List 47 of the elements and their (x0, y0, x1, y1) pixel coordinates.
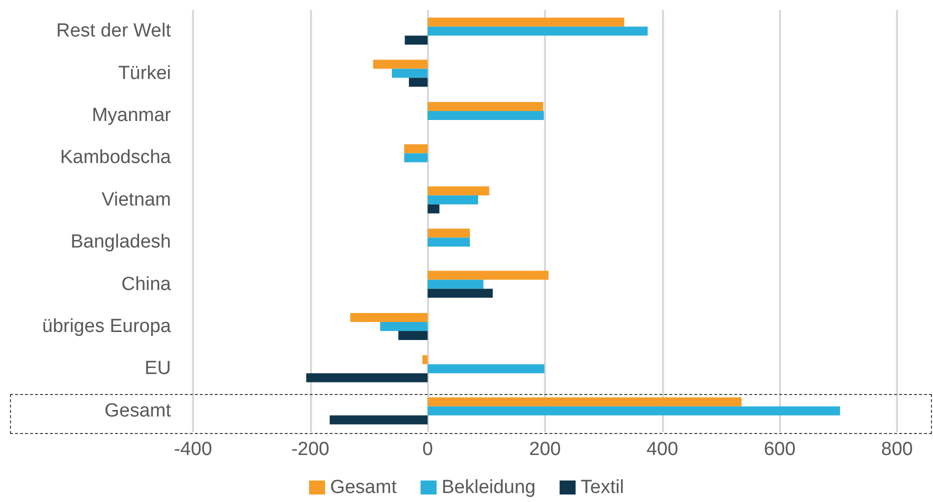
bar (428, 228, 470, 238)
y-tick-label: Rest der Welt (56, 20, 172, 42)
bar (392, 68, 428, 78)
bar (428, 270, 549, 280)
y-tick-label: EU (144, 358, 171, 380)
bar (380, 322, 428, 331)
bar (428, 238, 470, 247)
y-tick-label: Gesamt (104, 400, 172, 422)
bar (404, 36, 428, 45)
bar (428, 26, 648, 36)
bar (428, 406, 840, 416)
bar (428, 364, 544, 374)
x-tick-label: 200 (529, 439, 561, 460)
bar (428, 186, 490, 196)
y-tick-label: Bangladesh (70, 232, 171, 253)
bar (398, 331, 428, 340)
y-tick-label: China (121, 274, 172, 295)
y-tick-label: Türkei (118, 62, 171, 84)
y-tick-label: Vietnam (102, 189, 171, 210)
bar (330, 415, 428, 424)
bar (428, 102, 544, 111)
bar (428, 288, 493, 298)
bar (428, 397, 742, 406)
bar (306, 373, 428, 382)
x-tick-label: -400 (174, 439, 212, 460)
x-tick-label: 800 (881, 439, 913, 460)
x-tick-label: -200 (291, 439, 330, 460)
bar (428, 204, 440, 214)
bar (428, 280, 484, 289)
bar (404, 153, 428, 162)
y-tick-label: Kambodscha (60, 147, 172, 168)
bar (428, 111, 544, 120)
legend-label: Gesamt (330, 477, 398, 498)
bar (350, 313, 428, 322)
bar (422, 355, 428, 364)
bar (408, 78, 428, 87)
bar (428, 18, 624, 27)
y-tick-label: Myanmar (92, 105, 172, 126)
bar (404, 144, 428, 154)
x-tick-label: 600 (764, 439, 796, 460)
y-tick-label: übriges Europa (42, 316, 172, 337)
bar (428, 195, 478, 204)
legend-label: Textil (580, 477, 624, 498)
legend-label: Bekleidung (442, 477, 536, 498)
bar (373, 60, 428, 69)
x-tick-label: 400 (646, 439, 678, 460)
x-tick-label: 0 (422, 439, 433, 460)
